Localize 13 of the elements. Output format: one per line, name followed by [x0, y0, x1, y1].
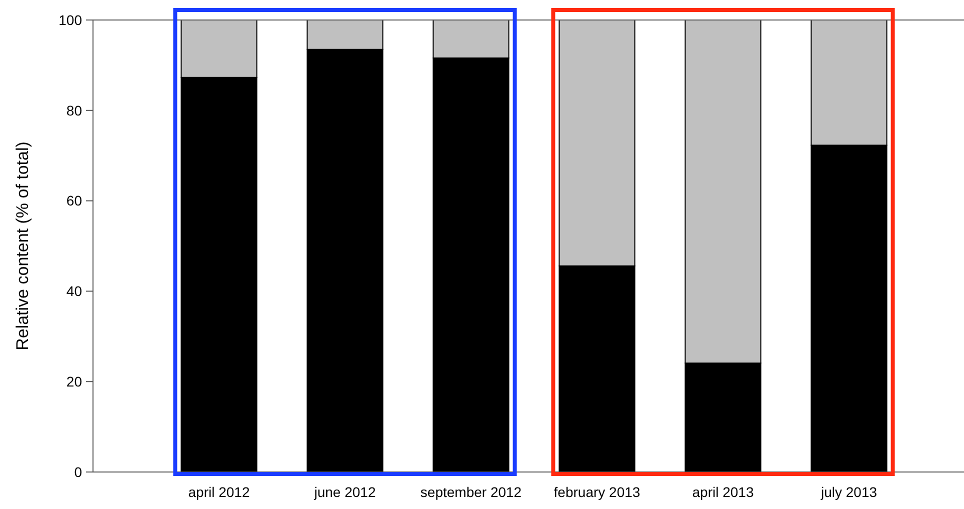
x-tick-label: february 2013 — [554, 484, 640, 500]
y-axis-title: Relative content (% of total) — [13, 142, 32, 350]
x-tick-label: september 2012 — [420, 484, 522, 500]
x-tick-label: june 2012 — [313, 484, 376, 500]
y-tick-label: 60 — [66, 192, 82, 209]
y-tick-label: 100 — [58, 12, 82, 28]
y-tick-label: 80 — [66, 102, 82, 118]
y-tick-label: 40 — [66, 283, 82, 300]
x-tick-label: april 2013 — [692, 484, 754, 500]
x-tick-label: july 2013 — [820, 484, 878, 500]
y-tick-label: 0 — [74, 464, 82, 480]
y-tick-label: 20 — [66, 374, 82, 390]
x-tick-label: april 2012 — [188, 484, 250, 500]
